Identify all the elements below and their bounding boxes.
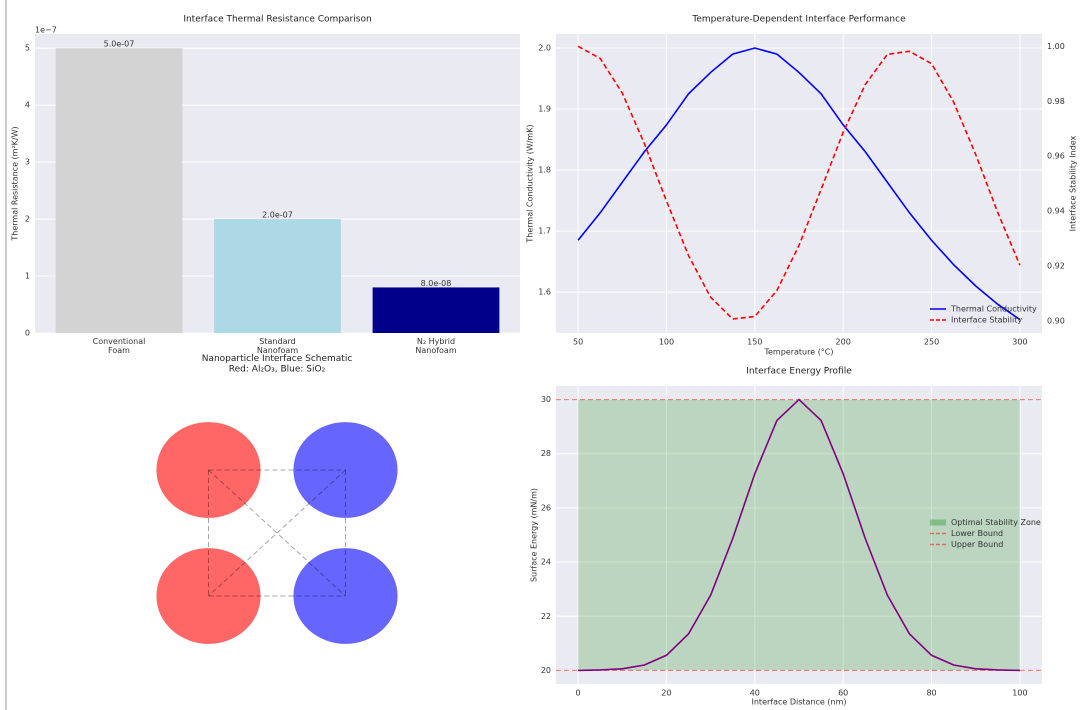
particle xyxy=(293,422,398,518)
line-series xyxy=(577,47,1021,321)
axis-offset-label: 1e−7 xyxy=(35,26,57,35)
chart-title: Interface Thermal Resistance Comparison xyxy=(183,15,371,25)
bar xyxy=(214,219,341,333)
plot-background xyxy=(556,34,1042,333)
x-tick-label: 100 xyxy=(659,338,674,347)
x-tick-label: 50 xyxy=(573,338,583,347)
x-tick-label: 40 xyxy=(750,689,760,698)
x-tick-label: 60 xyxy=(838,689,848,698)
y-tick-label: 1.7 xyxy=(538,227,551,236)
legend-swatch xyxy=(930,519,946,526)
legend-label: Lower Bound xyxy=(951,529,1003,538)
x-tick-label: 200 xyxy=(836,338,851,347)
x-axis-label: Interface Distance (nm) xyxy=(752,698,847,707)
stability-zone xyxy=(578,399,1020,671)
y-tick-label: 5 xyxy=(25,44,30,53)
y-axis-label: Thermal Conductivity (W/mK) xyxy=(526,124,535,243)
chart-title: Temperature-Dependent Interface Performa… xyxy=(691,15,906,25)
y2-tick-label: 0.96 xyxy=(1047,152,1065,161)
y-tick-label: 2.0 xyxy=(538,44,551,53)
particle xyxy=(156,422,261,518)
y-tick-label: 20 xyxy=(541,666,551,675)
x-axis-label: Temperature (°C) xyxy=(763,348,833,357)
particle xyxy=(156,548,261,644)
y2-tick-label: 0.94 xyxy=(1047,207,1065,216)
connection xyxy=(208,469,346,597)
y2-axis-label: Interface Stability Index xyxy=(1069,135,1078,231)
y-tick-label: 22 xyxy=(541,612,551,621)
x-tick-label: 150 xyxy=(747,338,762,347)
bar xyxy=(55,48,183,333)
x-tick-label: 250 xyxy=(924,338,939,347)
y-tick-label: 3 xyxy=(25,158,30,167)
x-tick-label: 20 xyxy=(661,689,671,698)
bar-value-label: 2.0e-07 xyxy=(262,211,293,220)
y-tick-label: 1.9 xyxy=(538,105,551,114)
line-series xyxy=(577,45,1021,320)
chart-title: Nanoparticle Interface Schematic Red: Al₂… xyxy=(202,354,353,374)
y2-tick-label: 0.92 xyxy=(1047,262,1065,271)
y-tick-label: 24 xyxy=(541,558,551,567)
x-tick-label: Conventional Foam xyxy=(93,337,146,355)
x-tick-label: Standard Nanofoam xyxy=(257,337,298,355)
y2-tick-label: 0.90 xyxy=(1047,316,1065,325)
x-tick-label: N₂ Hybrid Nanofoam xyxy=(415,337,456,355)
y-tick-label: 28 xyxy=(541,449,551,458)
legend-label: Optimal Stability Zone xyxy=(951,518,1041,527)
y-tick-label: 0 xyxy=(25,329,30,338)
chart-title: Interface Energy Profile xyxy=(746,367,852,377)
y-tick-label: 1.6 xyxy=(538,288,551,297)
y2-tick-label: 0.98 xyxy=(1047,97,1065,106)
y-tick-label: 4 xyxy=(25,101,30,110)
plot-background xyxy=(556,386,1042,684)
bar-value-label: 5.0e-07 xyxy=(104,40,135,49)
y-axis-label: Surface Energy (mN/m) xyxy=(530,488,539,582)
x-tick-label: 100 xyxy=(1012,689,1027,698)
y-tick-label: 2 xyxy=(25,215,30,224)
line-series xyxy=(578,398,1020,672)
y-tick-label: 1 xyxy=(25,272,30,281)
y-tick-label: 26 xyxy=(541,503,551,512)
legend-label: Interface Stability xyxy=(951,316,1022,325)
y-axis-label: Thermal Resistance (m²K/W) xyxy=(11,126,20,241)
y2-tick-label: 1.00 xyxy=(1047,42,1065,51)
particle xyxy=(293,548,398,644)
legend-label: Thermal Conductivity xyxy=(950,305,1037,314)
x-tick-label: 300 xyxy=(1012,338,1027,347)
y-tick-label: 1.8 xyxy=(538,166,551,175)
x-tick-label: 80 xyxy=(926,689,936,698)
x-tick-label: 0 xyxy=(576,689,581,698)
connection xyxy=(208,469,346,597)
bar xyxy=(372,287,500,333)
legend-label: Upper Bound xyxy=(951,540,1003,549)
y-tick-label: 30 xyxy=(541,395,551,404)
bar-value-label: 8.0e-08 xyxy=(421,279,452,288)
